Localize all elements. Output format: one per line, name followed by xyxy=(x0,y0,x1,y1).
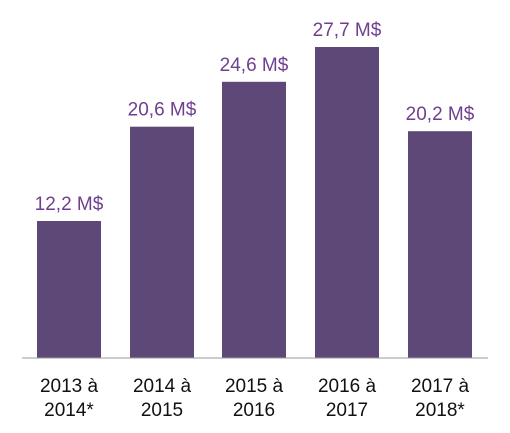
x-tick-label-2-line-1: 2014 à xyxy=(133,376,192,397)
x-tick-label-5-line-1: 2017 à xyxy=(411,376,470,397)
x-tick-label-3-line-2: 2016 xyxy=(233,400,275,421)
bar-1 xyxy=(37,221,101,358)
x-tick-label-1: 2013 à 2014* xyxy=(40,376,99,421)
x-tick-label-4-line-1: 2016 à xyxy=(318,376,377,397)
x-tick-label-1-line-2: 2014* xyxy=(44,400,94,421)
data-labels-layer: 12,2 M$ 20,6 M$ 24,6 M$ 27,7 M$ 20,2 M$ xyxy=(35,20,475,215)
x-tick-label-1-line-1: 2013 à xyxy=(40,376,99,397)
data-label-1: 12,2 M$ xyxy=(35,194,104,215)
bars-layer xyxy=(37,47,472,359)
x-tick-label-3-line-1: 2015 à xyxy=(225,376,284,397)
x-tick-label-3: 2015 à 2016 xyxy=(225,376,284,421)
bar-2 xyxy=(130,126,194,358)
bar-4 xyxy=(315,47,379,358)
bar-3 xyxy=(222,81,286,359)
data-label-5: 20,2 M$ xyxy=(406,104,475,125)
data-label-2: 20,6 M$ xyxy=(128,100,197,121)
x-tick-label-4: 2016 à 2017 xyxy=(318,376,377,421)
x-tick-label-5-line-2: 2018* xyxy=(415,400,465,421)
x-tick-label-2-line-2: 2015 xyxy=(141,400,183,421)
x-tick-label-4-line-2: 2017 xyxy=(326,400,368,421)
bar-5 xyxy=(408,131,472,358)
data-label-4: 27,7 M$ xyxy=(313,20,382,41)
x-tick-label-2: 2014 à 2015 xyxy=(133,376,192,421)
x-tick-label-5: 2017 à 2018* xyxy=(411,376,470,421)
data-label-3: 24,6 M$ xyxy=(220,55,289,76)
